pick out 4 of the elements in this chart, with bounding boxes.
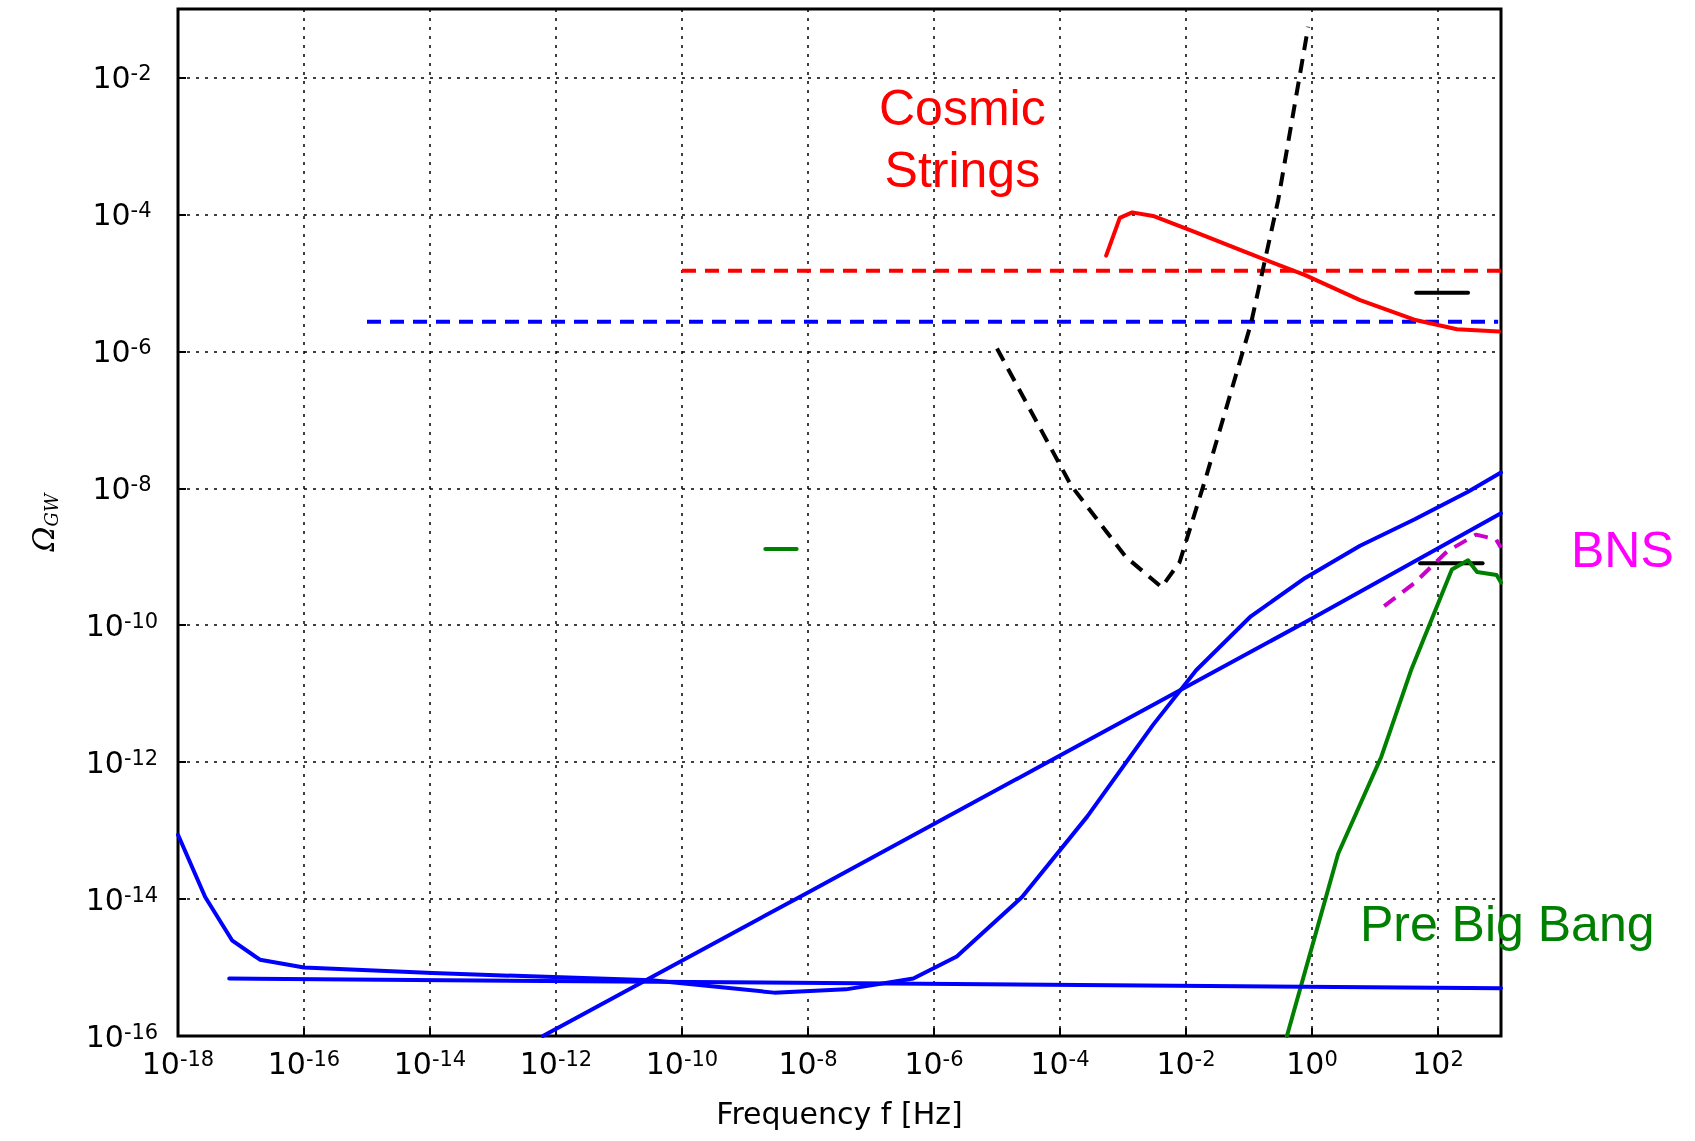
series-label: Cosmic Strings bbox=[879, 80, 1046, 199]
series-label: BNS bbox=[1571, 521, 1674, 578]
y-axis-title: ΩGW bbox=[26, 492, 62, 553]
x-axis-title: Frequency f [Hz] bbox=[716, 1095, 963, 1131]
